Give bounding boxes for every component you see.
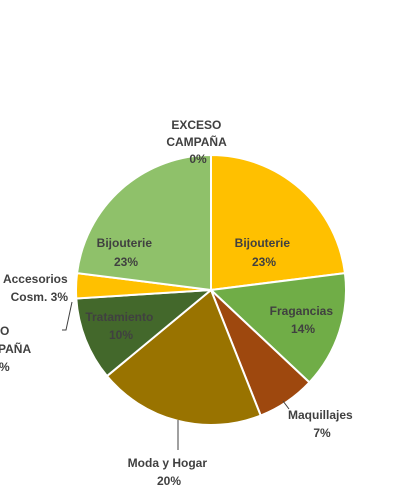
- label-moda-y-hogar: Moda y Hogar 20%: [128, 456, 211, 488]
- label-tratamiento: Tratamiento 10%: [85, 310, 156, 342]
- label-exceso-campana-top: EXCESO CAMPAÑA 0%: [166, 118, 229, 166]
- label-exceso-left-line2: PAÑA: [0, 341, 31, 356]
- label-exceso-campana-top-line3: 0%: [189, 152, 207, 166]
- label-tratamiento-name: Tratamiento: [85, 310, 153, 324]
- label-bijouterie-right-pct: 23%: [252, 255, 276, 269]
- pie-slice-fragancias-1: [208, 271, 347, 384]
- label-accesorios-cosm: Accesorios Cosm. 3%: [3, 272, 71, 304]
- label-exceso-campana-left: O PAÑA %: [0, 324, 34, 374]
- pie-slice-moda-y-hogar-3: [105, 288, 262, 426]
- pie-slice-bijouterie-7: [75, 153, 212, 292]
- leader-line-maquillajes: [282, 400, 290, 410]
- label-moda-name: Moda y Hogar: [128, 456, 208, 470]
- label-tratamiento-pct: 10%: [109, 328, 133, 342]
- pie-slices: [75, 153, 347, 426]
- label-exceso-left-line1: O: [0, 324, 9, 338]
- label-maquillajes-pct: 7%: [313, 426, 331, 440]
- label-accesorios-line1: Accesorios: [3, 272, 68, 286]
- label-accesorios-line2: Cosm. 3%: [11, 290, 69, 304]
- label-bijouterie-left: Bijouterie 23%: [97, 236, 156, 269]
- label-exceso-campana-top-line2: CAMPAÑA: [166, 134, 227, 149]
- pie-slice-tratamiento-4: [75, 288, 215, 378]
- label-fragancias: Fragancias 14%: [270, 304, 337, 336]
- pie-slice-bijouterie-0: [210, 153, 347, 292]
- label-bijouterie-left-pct: 23%: [114, 255, 138, 269]
- label-fragancias-name: Fragancias: [270, 304, 334, 318]
- label-exceso-left-line3: %: [0, 360, 10, 374]
- label-moda-pct: 20%: [157, 474, 181, 488]
- label-bijouterie-right-name: Bijouterie: [235, 236, 291, 250]
- label-maquillajes-name: Maquillajes: [288, 408, 353, 422]
- label-exceso-campana-top-line1: EXCESO: [171, 118, 221, 132]
- label-maquillajes: Maquillajes 7%: [288, 408, 356, 440]
- leader-line-exceso-campana-left: [62, 301, 73, 331]
- label-bijouterie-right: Bijouterie 23%: [235, 236, 294, 269]
- label-bijouterie-left-name: Bijouterie: [97, 236, 153, 250]
- label-fragancias-pct: 14%: [291, 322, 315, 336]
